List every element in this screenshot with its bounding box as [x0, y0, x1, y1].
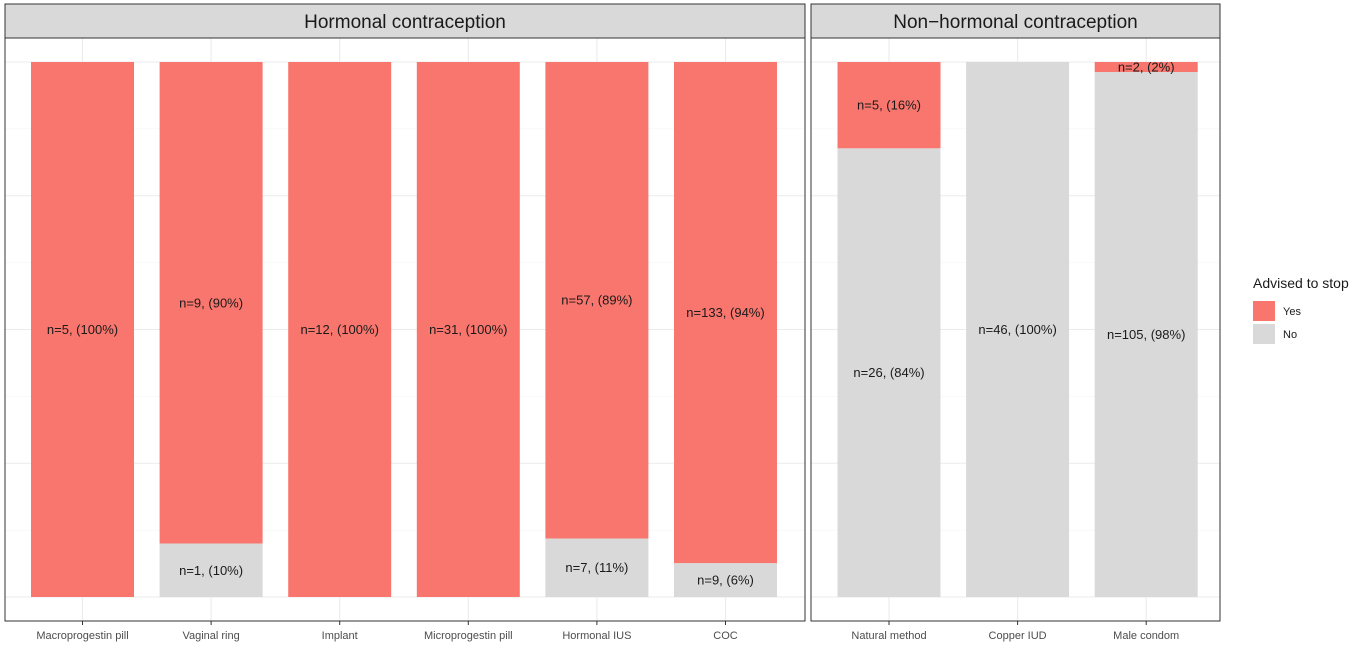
- x-tick-label-coc: COC: [713, 630, 738, 642]
- data-label-no-male-condom: n=105, (98%): [1107, 327, 1185, 342]
- facet-title: Non−hormonal contraception: [893, 12, 1138, 33]
- data-label-yes-vaginal-ring: n=9, (90%): [179, 295, 243, 310]
- data-label-no-vaginal-ring: n=1, (10%): [179, 563, 243, 578]
- data-label-yes-macroprogestin-pill: n=5, (100%): [47, 322, 118, 337]
- x-tick-label-copper-iud: Copper IUD: [989, 630, 1047, 642]
- legend-label-no: No: [1283, 329, 1297, 341]
- legend-swatch-no: [1253, 324, 1275, 344]
- facet-hormonal-contraception: Hormonal contraception n=5, (100%) Macropr…: [5, 4, 805, 642]
- x-tick-label-microprogestin-pill: Microprogestin pill: [424, 630, 513, 642]
- data-label-no-hormonal-ius: n=7, (11%): [565, 560, 628, 575]
- data-label-no-natural-method: n=26, (84%): [853, 365, 924, 380]
- legend-swatch-yes: [1253, 301, 1275, 321]
- data-label-yes-implant: n=12, (100%): [300, 322, 378, 337]
- x-tick-label-hormonal-ius: Hormonal IUS: [562, 630, 631, 642]
- data-label-yes-microprogestin-pill: n=31, (100%): [429, 322, 507, 337]
- data-label-yes-hormonal-ius: n=57, (89%): [561, 293, 632, 308]
- facet-non-hormonal-contraception: Non−hormonal contraception n=26, (84%) n=5…: [811, 4, 1220, 642]
- data-label-no-coc: n=9, (6%): [697, 573, 754, 588]
- data-label-yes-natural-method: n=5, (16%): [857, 98, 921, 113]
- x-tick-label-implant: Implant: [322, 630, 358, 642]
- legend-title: Advised to stop: [1253, 275, 1349, 291]
- facet-title: Hormonal contraception: [304, 12, 506, 33]
- legend-label-yes: Yes: [1283, 306, 1301, 318]
- x-tick-label-macroprogestin-pill: Macroprogestin pill: [36, 630, 128, 642]
- x-tick-label-natural-method: Natural method: [851, 630, 926, 642]
- data-label-no-copper-iud: n=46, (100%): [978, 322, 1056, 337]
- x-tick-label-vaginal-ring: Vaginal ring: [182, 630, 239, 642]
- data-label-yes-coc: n=133, (94%): [686, 305, 764, 320]
- legend: Advised to stop Yes No: [1253, 275, 1349, 344]
- x-tick-label-male-condom: Male condom: [1113, 630, 1179, 642]
- data-label-yes-male-condom: n=2, (2%): [1118, 60, 1175, 75]
